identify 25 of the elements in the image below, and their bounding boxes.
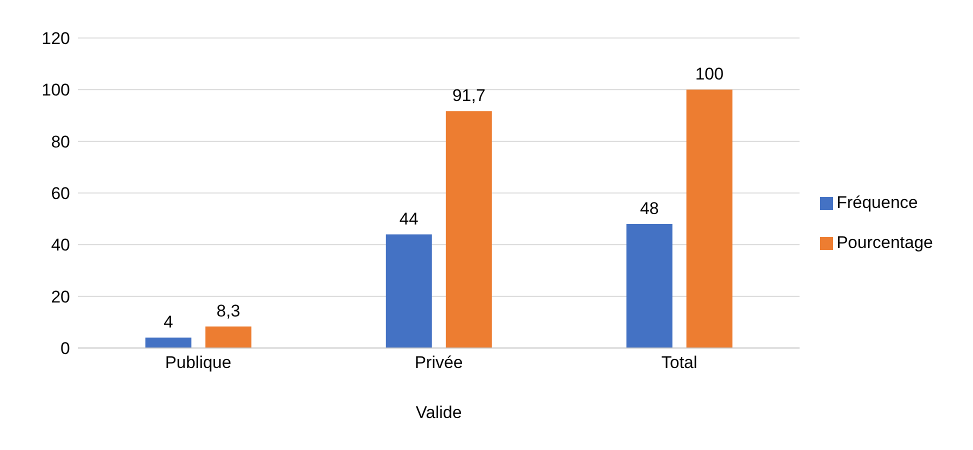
bar — [446, 111, 492, 348]
data-label: 4 — [164, 312, 174, 332]
y-tick-label: 100 — [42, 80, 70, 100]
data-label: 44 — [399, 209, 418, 228]
legend-label: Pourcentage — [836, 233, 933, 252]
x-axis-title: Valide — [416, 403, 462, 422]
x-tick-label: Publique — [165, 353, 232, 372]
y-tick-label: 0 — [60, 339, 70, 358]
bar — [145, 338, 192, 348]
y-tick-label: 120 — [42, 29, 70, 48]
data-label: 48 — [640, 199, 659, 218]
y-tick-label: 20 — [51, 287, 70, 306]
bar — [386, 234, 432, 348]
y-tick-label: 60 — [51, 184, 70, 204]
data-label: 8,3 — [216, 302, 240, 321]
y-tick-label: 80 — [51, 132, 70, 152]
data-label: 100 — [695, 64, 724, 84]
y-tick-label: 40 — [51, 236, 70, 255]
x-tick-label: Privée — [414, 353, 463, 372]
bar — [686, 90, 732, 348]
data-label: 91,7 — [452, 86, 486, 106]
x-tick-label: Total — [661, 353, 698, 372]
legend-label: Fréquence — [836, 193, 918, 212]
bar — [626, 224, 672, 348]
bar — [205, 326, 252, 348]
